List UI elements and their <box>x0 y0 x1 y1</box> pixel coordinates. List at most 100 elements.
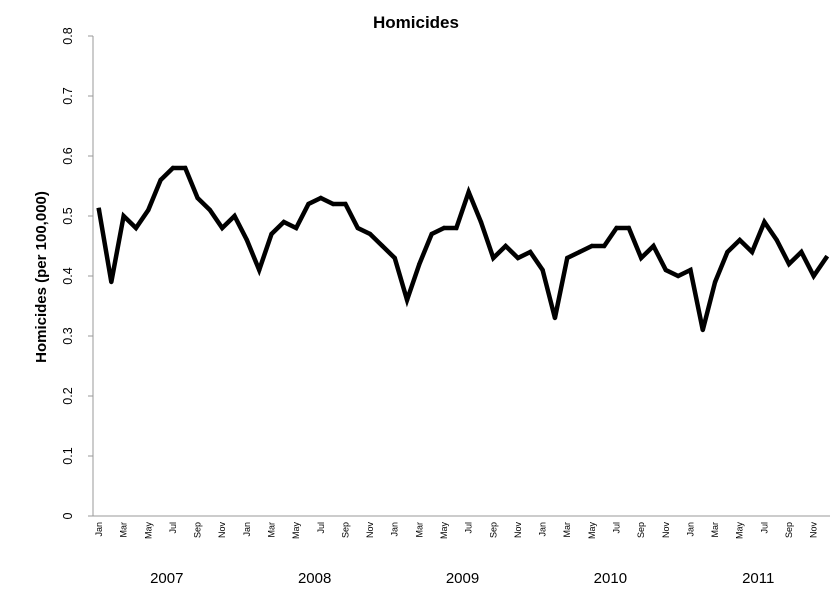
x-tick-label: Mar <box>710 522 720 538</box>
x-tick-label: Nov <box>513 522 523 539</box>
data-point <box>663 267 669 273</box>
data-point <box>552 315 558 321</box>
y-tick-label: 0.8 <box>61 27 75 44</box>
data-point <box>528 249 533 255</box>
data-point <box>306 201 311 207</box>
data-point <box>737 237 742 243</box>
y-tick-label: 0.4 <box>61 267 75 284</box>
year-label: 2010 <box>594 570 627 587</box>
y-tick-label: 0 <box>61 512 75 519</box>
data-point <box>170 165 176 171</box>
data-point <box>491 255 496 261</box>
x-tick-label: Sep <box>636 522 646 538</box>
data-point <box>602 243 607 249</box>
x-tick-label: Jan <box>538 522 548 537</box>
data-point <box>589 243 595 249</box>
x-tick-label: Sep <box>488 522 498 538</box>
data-point <box>712 279 718 285</box>
x-tick-label: Jul <box>759 522 769 534</box>
data-point <box>146 207 151 213</box>
data-point <box>195 195 200 201</box>
data-point <box>392 255 397 261</box>
data-point <box>454 225 459 231</box>
data-point <box>823 255 829 261</box>
data-point <box>404 297 410 303</box>
data-point <box>121 213 126 219</box>
x-tick-label: Jul <box>464 522 474 534</box>
data-point <box>478 219 484 225</box>
data-point <box>540 267 545 273</box>
data-point <box>380 243 385 249</box>
data-point <box>811 273 816 279</box>
data-point <box>651 243 656 249</box>
series-line <box>96 165 830 331</box>
x-tick-label: Nov <box>661 522 671 539</box>
x-tick-label: Sep <box>193 522 203 538</box>
year-label: 2009 <box>446 570 479 587</box>
data-point <box>429 231 434 237</box>
data-point <box>626 225 632 231</box>
data-point <box>417 261 422 267</box>
x-tick-label: Jul <box>612 522 622 534</box>
year-label: 2011 <box>742 570 774 587</box>
y-tick-label: 0.3 <box>61 327 75 344</box>
x-tick-label: Jan <box>94 522 104 537</box>
data-point <box>700 327 705 333</box>
x-tick-label: Sep <box>784 522 794 538</box>
y-tick-label: 0.6 <box>61 147 75 164</box>
y-axis-ticks: 0 0.1 0.2 0.3 0.4 0.5 0.6 0.7 0.8 <box>61 27 93 519</box>
data-point <box>762 219 767 225</box>
data-point <box>158 177 163 183</box>
data-point <box>281 219 287 225</box>
x-tick-label: Nov <box>365 522 375 539</box>
x-tick-label: May <box>735 522 745 540</box>
year-label: 2007 <box>150 570 183 587</box>
x-tick-label: May <box>439 522 449 540</box>
data-point <box>688 267 693 273</box>
x-tick-label: Mar <box>119 522 129 538</box>
data-point <box>183 165 188 171</box>
x-tick-label: Mar <box>562 522 572 538</box>
x-tick-label: Jul <box>168 522 178 534</box>
data-point <box>343 201 348 207</box>
data-point <box>318 195 323 201</box>
data-point <box>269 231 274 237</box>
data-point <box>515 255 521 261</box>
y-tick-label: 0.1 <box>61 447 75 464</box>
data-point <box>109 279 114 285</box>
data-points <box>96 165 829 333</box>
data-point <box>96 207 102 213</box>
data-point <box>638 255 644 261</box>
data-point <box>355 225 360 231</box>
data-point <box>774 237 779 243</box>
data-point <box>503 243 508 249</box>
x-tick-label: Nov <box>217 522 227 539</box>
y-axis-label: Homicides (per 100,000) <box>33 191 50 363</box>
data-point <box>577 249 582 255</box>
x-tick-label: Mar <box>414 522 424 538</box>
year-label: 2008 <box>298 570 331 587</box>
x-tick-label: May <box>143 522 153 540</box>
data-point <box>244 237 250 243</box>
x-axis-ticks: Jan Mar May Jul Sep Nov Jan Mar May Jul Sep Nov Jan M… <box>94 522 819 540</box>
x-tick-label: May <box>587 522 597 540</box>
x-tick-label: Sep <box>340 522 350 538</box>
data-point <box>786 261 792 267</box>
x-tick-label: Mar <box>267 522 277 538</box>
x-tick-label: May <box>291 522 301 540</box>
data-point <box>133 225 139 231</box>
year-labels: 2007 2008 2009 2010 2011 <box>150 570 774 587</box>
y-tick-label: 0.2 <box>61 387 75 404</box>
y-tick-label: 0.7 <box>61 87 75 104</box>
y-tick-label: 0.5 <box>61 207 75 224</box>
data-point <box>220 225 225 231</box>
data-point <box>799 249 804 255</box>
x-tick-label: Jan <box>390 522 400 537</box>
data-point <box>330 201 336 207</box>
data-point <box>565 255 570 261</box>
data-point <box>675 273 681 279</box>
data-point <box>256 267 262 273</box>
data-point <box>293 225 299 231</box>
chart-title: Homicides <box>373 13 459 32</box>
